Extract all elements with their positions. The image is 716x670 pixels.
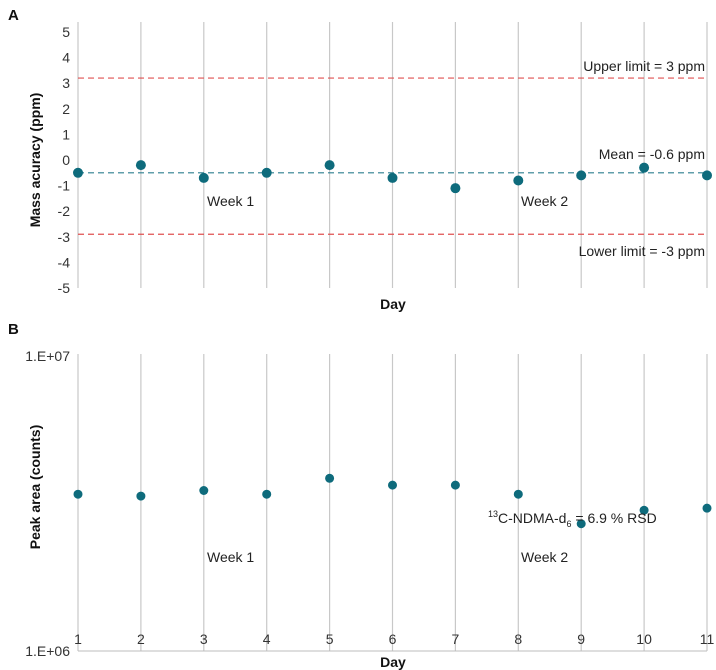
panel-a-week2-label: Week 2 (521, 193, 568, 209)
panel-b-y-axis-title: Peak area (counts) (27, 425, 43, 550)
panel-a-data-point (639, 162, 650, 173)
panel-a-y-tick-label: 3 (62, 75, 70, 91)
panel-a-data-point (261, 167, 272, 178)
panel-a-data-point (576, 170, 587, 181)
panel-b-data-point (576, 519, 586, 529)
panel-a-y-tick-label: 2 (62, 101, 70, 117)
panel-b-x-tick-label: 3 (200, 631, 208, 647)
rsd-deuterium-subscript: 6 (566, 519, 571, 529)
panel-a-y-tick-label: 5 (62, 24, 70, 40)
panel-a-reference-label: Upper limit = 3 ppm (583, 58, 705, 74)
panel-a-data-point (135, 160, 146, 171)
panel-b-x-tick-label: 7 (452, 631, 460, 647)
panel-a-vertical-gridlines (140, 22, 708, 288)
panel-a-reference-label: Lower limit = -3 ppm (579, 243, 705, 259)
panel-b-y-tick-label: 1.E+07 (25, 348, 70, 364)
panel-a: A 5 4 3 2 1 0 -1 -2 -3 -4 -5 Upper limit = 3 ppm Me… (8, 7, 712, 312)
panel-b-x-tick-label: 6 (389, 631, 397, 647)
rsd-isotope-superscript: 13 (488, 509, 498, 519)
panel-b-data-point (639, 505, 649, 515)
panel-b-data-point (73, 489, 83, 499)
panel-b-letter: B (8, 321, 19, 338)
panel-a-points (73, 160, 712, 194)
panel-b-data-point (702, 503, 712, 513)
panel-a-y-axis-title: Mass acuracy (ppm) (27, 93, 43, 228)
panel-a-y-tick-label: -3 (58, 229, 71, 245)
panel-b-data-point (262, 489, 272, 499)
panel-b-rsd-annotation: 13C-NDMA-d6 = 6.9 % RSD (488, 509, 657, 529)
panel-a-data-point (450, 183, 461, 194)
panel-a-y-tick-label: -4 (58, 254, 71, 270)
panel-b-x-tick-label: 9 (577, 631, 585, 647)
panel-a-data-point (73, 167, 83, 178)
panel-b-x-tick-label: 5 (326, 631, 334, 647)
panel-b-x-tick-label: 11 (700, 631, 715, 647)
panel-a-y-tick-label: 4 (62, 50, 70, 66)
panel-a-data-point (324, 160, 335, 171)
panel-a-week1-label: Week 1 (207, 193, 254, 209)
panel-b-data-point (325, 473, 335, 483)
panel-a-y-tick-label: -1 (58, 178, 71, 194)
panel-b-week2-label: Week 2 (521, 549, 568, 565)
panel-b-y-ticks: 1.E+07 1.E+06 (25, 348, 70, 659)
panel-b-y-tick-label: 1.E+06 (25, 643, 70, 659)
panel-a-data-point (387, 172, 398, 183)
panel-b-data-point (199, 485, 209, 495)
panel-b-x-tick-label: 4 (263, 631, 271, 647)
panel-a-y-tick-label: -2 (58, 203, 71, 219)
panel-a-letter: A (8, 7, 19, 24)
panel-b-vertical-gridlines (140, 354, 708, 651)
panel-b-data-point (388, 480, 397, 490)
panel-a-reference-lines: Upper limit = 3 ppm Mean = -0.6 ppm Lower … (78, 58, 707, 259)
panel-b-x-ticks: 1 2 3 4 5 6 7 8 9 10 11 (74, 631, 714, 647)
panel-b-x-tick-label: 10 (636, 631, 652, 647)
panel-a-reference-label: Mean = -0.6 ppm (599, 146, 705, 162)
panel-a-data-point (198, 172, 209, 183)
panel-a-x-axis-title: Day (380, 296, 406, 312)
panel-b-data-point (136, 491, 146, 501)
rsd-compound-name: C-NDMA-d (498, 510, 566, 526)
panel-a-data-point (513, 175, 524, 186)
panel-b-x-tick-label: 2 (137, 631, 145, 647)
panel-b-points (73, 473, 712, 529)
panel-a-y-tick-label: 1 (62, 126, 70, 142)
panel-a-y-tick-label: 0 (62, 152, 70, 168)
panel-b: B 1.E+071.E+06 1 2 3 4 5 6 7 8 9 10 11 13C-NDMA-d6… (8, 321, 714, 670)
panel-b-x-axis-title: Day (380, 654, 406, 670)
panel-b-x-tick-label: 8 (514, 631, 522, 647)
panel-a-data-point (702, 170, 712, 181)
rsd-value-text: = 6.9 % RSD (571, 510, 656, 526)
panel-a-y-tick-label: -5 (58, 280, 71, 296)
panel-b-week1-label: Week 1 (207, 549, 254, 565)
panel-b-x-tick-label: 1 (74, 631, 82, 647)
panel-b-data-point (513, 489, 523, 499)
panel-b-data-point (450, 480, 460, 490)
panel-a-y-ticks: 5 4 3 2 1 0 -1 -2 -3 -4 -5 (58, 24, 71, 296)
